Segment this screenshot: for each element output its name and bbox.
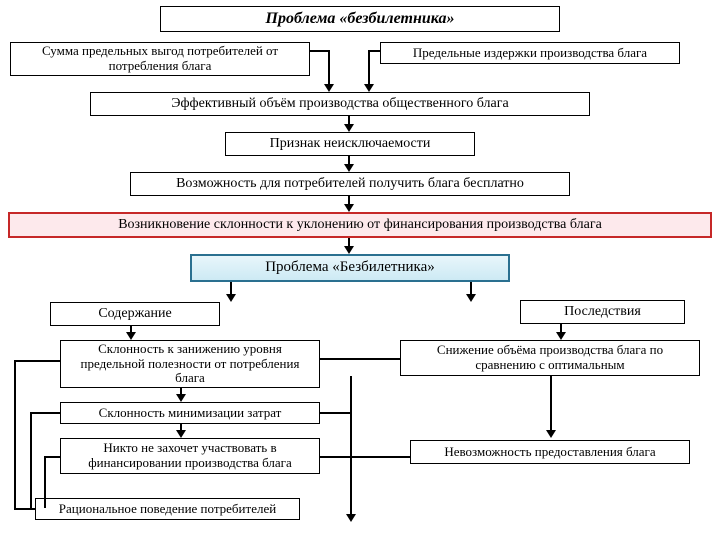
- arrow-head: [344, 204, 354, 212]
- arrow-head: [226, 294, 236, 302]
- c1-box: Склонность к занижению уровня предельной…: [60, 340, 320, 388]
- arrow-head: [346, 514, 356, 522]
- emergence-box: Возникновение склонности к уклонению от …: [8, 212, 712, 238]
- arrow-head: [176, 430, 186, 438]
- arrow: [328, 50, 330, 86]
- connector: [368, 50, 380, 52]
- connector-horiz: [320, 412, 352, 414]
- r2-box: Невозможность предоставления блага: [410, 440, 690, 464]
- top-right-box: Предельные издержки производства блага: [380, 42, 680, 64]
- possibility-box: Возможность для потребителей получить бл…: [130, 172, 570, 196]
- arrow-head: [344, 124, 354, 132]
- c2-box: Склонность минимизации затрат: [60, 402, 320, 424]
- arrow-head: [364, 84, 374, 92]
- connector-vert: [350, 376, 352, 516]
- arrow-head: [556, 332, 566, 340]
- sign-box: Признак неисключаемости: [225, 132, 475, 156]
- problem-box: Проблема «Безбилетника»: [190, 254, 510, 282]
- arrow: [550, 376, 552, 432]
- connector-horiz: [30, 412, 60, 414]
- content-label-box: Содержание: [50, 302, 220, 326]
- connector-horiz: [320, 456, 410, 458]
- r1-box: Снижение объёма производства блага по ср…: [400, 340, 700, 376]
- arrow-head: [324, 84, 334, 92]
- efficient-box: Эффективный объём производства обществен…: [90, 92, 590, 116]
- connector-horiz: [320, 358, 400, 360]
- connector-horiz: [44, 456, 60, 458]
- arrow-head: [176, 394, 186, 402]
- c4-box: Рациональное поведение потребителей: [35, 498, 300, 520]
- connector-vert: [30, 412, 32, 508]
- connector-vert: [14, 360, 16, 508]
- connector-horiz: [14, 508, 35, 510]
- arrow-head: [344, 246, 354, 254]
- connector-horiz: [14, 360, 60, 362]
- connector: [310, 50, 330, 52]
- arrow-head: [344, 164, 354, 172]
- c3-box: Никто не захочет участвовать в финансиро…: [60, 438, 320, 474]
- arrow-head: [466, 294, 476, 302]
- arrow-head: [126, 332, 136, 340]
- top-left-box: Сумма предельных выгод потребителей от п…: [10, 42, 310, 76]
- consequence-label-box: Последствия: [520, 300, 685, 324]
- title-box: Проблема «безбилетника»: [160, 6, 560, 32]
- arrow-head: [546, 430, 556, 438]
- connector-vert: [44, 456, 46, 508]
- arrow: [368, 50, 370, 86]
